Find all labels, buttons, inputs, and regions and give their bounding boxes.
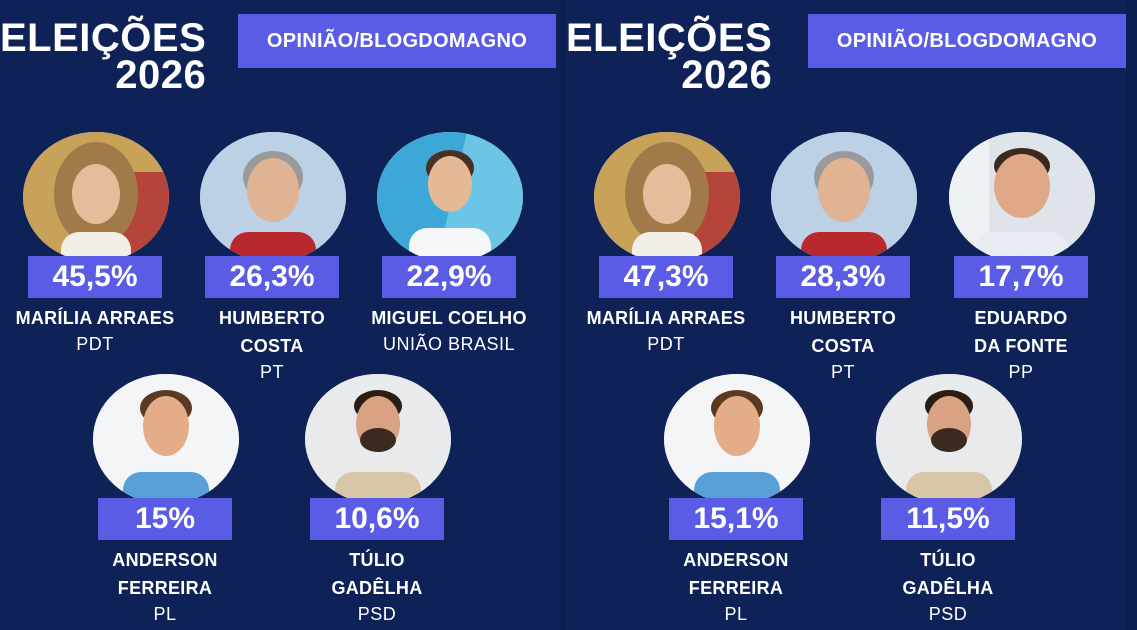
candidate-name: EDUARDO DA FONTE [921,304,1121,360]
candidate-name: HUMBERTO COSTA [172,304,372,360]
woman-portrait-icon [23,132,169,262]
candidate-party: PSD [928,604,968,624]
candidate-name-line-2: FERREIRA [117,578,213,598]
candidate-name: MARÍLIA ARRAES [566,304,766,332]
vote-percentage: 11,5% [881,498,1015,540]
candidate-name-line-1: ANDERSON [683,550,789,570]
man-portrait-icon [664,374,810,504]
candidate-name-line-1: ANDERSON [112,550,218,570]
candidate-photo [664,374,810,504]
candidate-party: PL [153,604,177,624]
candidate-party: PT [259,362,284,382]
candidate-photo [771,132,917,262]
title-line-1: ELEIÇÕES [0,16,207,60]
candidate-photo [93,374,239,504]
man-portrait-icon [305,374,451,504]
poll-panel-2: ELEIÇÕES 2026 OPINIÃO/BLOGDOMAGNO 47,3% … [566,0,1126,630]
candidate-name-line-1: HUMBERTO [789,308,897,328]
candidate-party: UNIÃO BRASIL [382,334,516,354]
title-line-2: 2026 [115,52,207,97]
candidate-name-line-1: HUMBERTO [218,308,326,328]
vote-percentage: 10,6% [310,498,444,540]
man-portrait-icon [377,132,523,262]
vote-percentage: 28,3% [776,256,910,298]
man-portrait-icon [93,374,239,504]
vote-percentage: 47,3% [599,256,733,298]
panel-title: ELEIÇÕES 2026 [0,18,207,97]
candidate-name-line-1: MARÍLIA ARRAES [586,308,746,328]
candidate-name: MIGUEL COELHO [349,304,549,332]
candidate-party: PL [724,604,748,624]
vote-percentage: 17,7% [954,256,1088,298]
candidate-name-line-2: GADÊLHA [331,578,423,598]
candidate-party: PDT [76,334,114,354]
candidate-photo [305,374,451,504]
man-portrait-icon [876,374,1022,504]
man-portrait-icon [949,132,1095,262]
title-line-2: 2026 [681,52,773,97]
candidate-name: TÚLIO GADÊLHA [848,546,1048,602]
candidate-name: ANDERSON FERREIRA [636,546,836,602]
panel-title: ELEIÇÕES 2026 [566,18,773,97]
title-line-1: ELEIÇÕES [566,16,773,60]
source-tag: OPINIÃO/BLOGDOMAGNO [808,14,1126,68]
candidate-party: PP [1008,362,1034,382]
candidate-photo [949,132,1095,262]
candidate-photo [200,132,346,262]
candidate-photo [594,132,740,262]
candidate-name-line-2: DA FONTE [974,336,1068,356]
vote-percentage: 15% [98,498,232,540]
poll-panel-1: ELEIÇÕES 2026 OPINIÃO/BLOGDOMAGNO 45,5% … [0,0,560,630]
man-portrait-icon [771,132,917,262]
woman-portrait-icon [594,132,740,262]
candidate-name-line-1: EDUARDO [974,308,1068,328]
candidate-name: HUMBERTO COSTA [743,304,943,360]
candidate-name-line-2: GADÊLHA [902,578,994,598]
candidate-name: MARÍLIA ARRAES [0,304,195,332]
candidate-name-line-1: MARÍLIA ARRAES [15,308,175,328]
vote-percentage: 22,9% [382,256,516,298]
candidate-party: PDT [647,334,685,354]
candidate-name: ANDERSON FERREIRA [65,546,265,602]
candidate-photo [876,374,1022,504]
vote-percentage: 15,1% [669,498,803,540]
candidate-name-line-1: MIGUEL COELHO [371,308,527,328]
vote-percentage: 45,5% [28,256,162,298]
candidate-name-line-2: COSTA [811,336,875,356]
man-portrait-icon [200,132,346,262]
candidate-photo [23,132,169,262]
candidate-party: PSD [357,604,397,624]
candidate-party: PT [830,362,855,382]
vote-percentage: 26,3% [205,256,339,298]
candidate-name: TÚLIO GADÊLHA [277,546,477,602]
candidate-name-line-1: TÚLIO [349,550,405,570]
candidate-name-line-2: FERREIRA [688,578,784,598]
candidate-name-line-2: COSTA [240,336,304,356]
source-tag: OPINIÃO/BLOGDOMAGNO [238,14,556,68]
candidate-name-line-1: TÚLIO [920,550,976,570]
candidate-photo [377,132,523,262]
